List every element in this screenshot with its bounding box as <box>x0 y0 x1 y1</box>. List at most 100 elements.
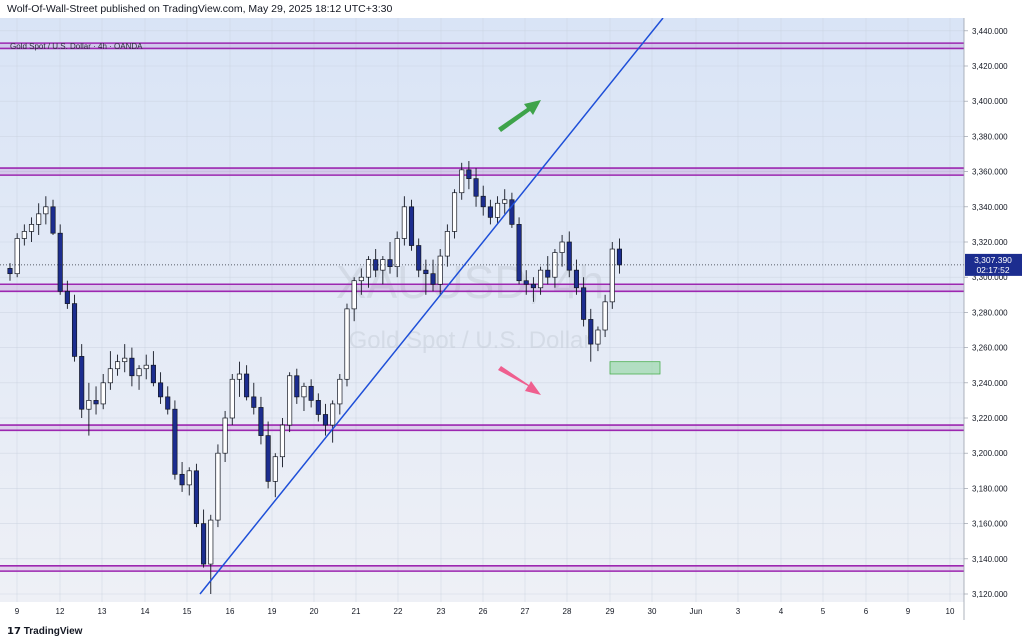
price-label: 3,140.000 <box>972 555 1008 564</box>
price-label: 3,420.000 <box>972 62 1008 71</box>
candle <box>272 453 278 498</box>
candle-body-bull <box>451 192 458 232</box>
up-arrow-icon[interactable] <box>498 100 541 132</box>
candle <box>64 280 70 309</box>
candle-body-bear <box>165 396 171 410</box>
candle-body-bear <box>523 280 529 285</box>
down-arrow-shape <box>498 366 541 395</box>
chart-area[interactable]: XAUUSD, 4h Gold Spot / U.S. Dollar 3,440… <box>0 18 1024 620</box>
level-zone[interactable] <box>0 43 964 49</box>
horizontal-levels[interactable] <box>0 42 964 572</box>
time-axis[interactable]: 9 12 13 14 15 16 19 20 21 22 23 26 27 28 29 30 Jun 3 4 5 6 9 1… <box>15 607 955 616</box>
current-price-box <box>965 253 1022 276</box>
candle <box>36 203 42 235</box>
candle <box>114 354 121 376</box>
candle <box>193 463 199 528</box>
candle <box>437 249 443 295</box>
date-label: 26 <box>479 607 488 616</box>
candle-body-bear <box>480 195 486 208</box>
candle-body-bear <box>616 248 623 266</box>
candle <box>294 368 300 404</box>
candle-body-bear <box>244 373 250 398</box>
candle-body-bear <box>566 241 572 271</box>
candle-body-bull <box>495 202 501 218</box>
date-label: 28 <box>563 607 572 616</box>
candle-body-bull <box>459 169 465 194</box>
candle-body-bull <box>43 206 49 215</box>
candle-body-bull <box>330 403 336 426</box>
level-zone[interactable] <box>0 168 964 176</box>
candle <box>530 277 536 302</box>
date-label: 19 <box>268 607 277 616</box>
candle <box>179 462 185 492</box>
candle <box>330 400 336 443</box>
candle-body-bull <box>538 269 544 289</box>
candle-body-bear <box>193 470 199 524</box>
candle <box>7 263 13 281</box>
candle-body-bull <box>186 470 192 486</box>
candle <box>502 189 508 214</box>
candle <box>93 386 99 415</box>
candle <box>365 256 372 288</box>
candle-body-bear <box>423 269 429 275</box>
date-label: 6 <box>864 607 869 616</box>
price-label: 3,200.000 <box>972 449 1008 458</box>
level-zone[interactable] <box>0 565 964 572</box>
support-zone[interactable] <box>609 361 661 375</box>
date-label: 10 <box>946 607 955 616</box>
candle-body-bull <box>380 259 386 271</box>
candle <box>150 351 156 387</box>
level-zone[interactable] <box>0 425 964 431</box>
down-arrow-icon[interactable] <box>498 366 541 395</box>
candle-body-bull <box>208 519 214 565</box>
ascending-trendline[interactable] <box>199 18 664 595</box>
candle-body-bull <box>36 213 42 225</box>
price-label: 3,400.000 <box>972 97 1008 106</box>
date-label: 5 <box>821 607 826 616</box>
symbol-watermark: XAUUSD, 4h Gold Spot / U.S. Dollar <box>336 256 604 354</box>
candle-body-bull <box>222 417 228 454</box>
candle <box>322 403 329 436</box>
date-label: 22 <box>394 607 403 616</box>
price-label: 3,440.000 <box>972 27 1008 36</box>
candle <box>279 418 286 468</box>
candle <box>573 259 579 295</box>
candle <box>251 382 257 415</box>
candle-body-bear <box>416 245 422 271</box>
candle-body-bull <box>28 224 35 232</box>
price-label: 3,360.000 <box>972 168 1008 177</box>
candle <box>538 266 544 295</box>
candle <box>129 347 135 387</box>
candle <box>408 199 415 251</box>
candle-body-bear <box>315 400 321 415</box>
candle-body-bear <box>7 268 13 275</box>
candle-body-bull <box>287 375 293 426</box>
candle-body-bear <box>408 206 415 246</box>
candle-body-bear <box>71 303 78 357</box>
level-zone[interactable] <box>0 284 964 292</box>
tradingview-logo[interactable]: 𝟭𝟳 TradingView <box>7 626 82 637</box>
price-label: 3,380.000 <box>972 132 1008 141</box>
candle <box>595 326 601 352</box>
candle <box>430 259 436 292</box>
candle <box>423 259 429 295</box>
candlestick-chart[interactable]: XAUUSD, 4h Gold Spot / U.S. Dollar 3,440… <box>0 18 1024 620</box>
price-label: 3,180.000 <box>972 484 1008 493</box>
candle-body-bear <box>473 178 479 197</box>
candle <box>394 231 400 278</box>
grid-lines <box>0 18 964 602</box>
price-axis[interactable]: 3,440.000 3,420.000 3,400.000 3,380.000 3,36… <box>963 18 1008 620</box>
candle <box>71 294 78 362</box>
drawings[interactable] <box>0 18 964 595</box>
candle-body-bull <box>344 308 350 380</box>
candle <box>588 308 594 362</box>
candle-body-bull <box>14 238 20 275</box>
candle <box>545 256 551 285</box>
candle-body-bull <box>122 357 128 363</box>
tradingview-logo-text: TradingView <box>23 626 83 637</box>
candle-body-bull <box>100 382 106 405</box>
candle-body-bear <box>545 269 551 278</box>
price-label: 3,260.000 <box>972 344 1008 353</box>
price-label: 3,320.000 <box>972 238 1008 247</box>
candle <box>344 303 350 387</box>
